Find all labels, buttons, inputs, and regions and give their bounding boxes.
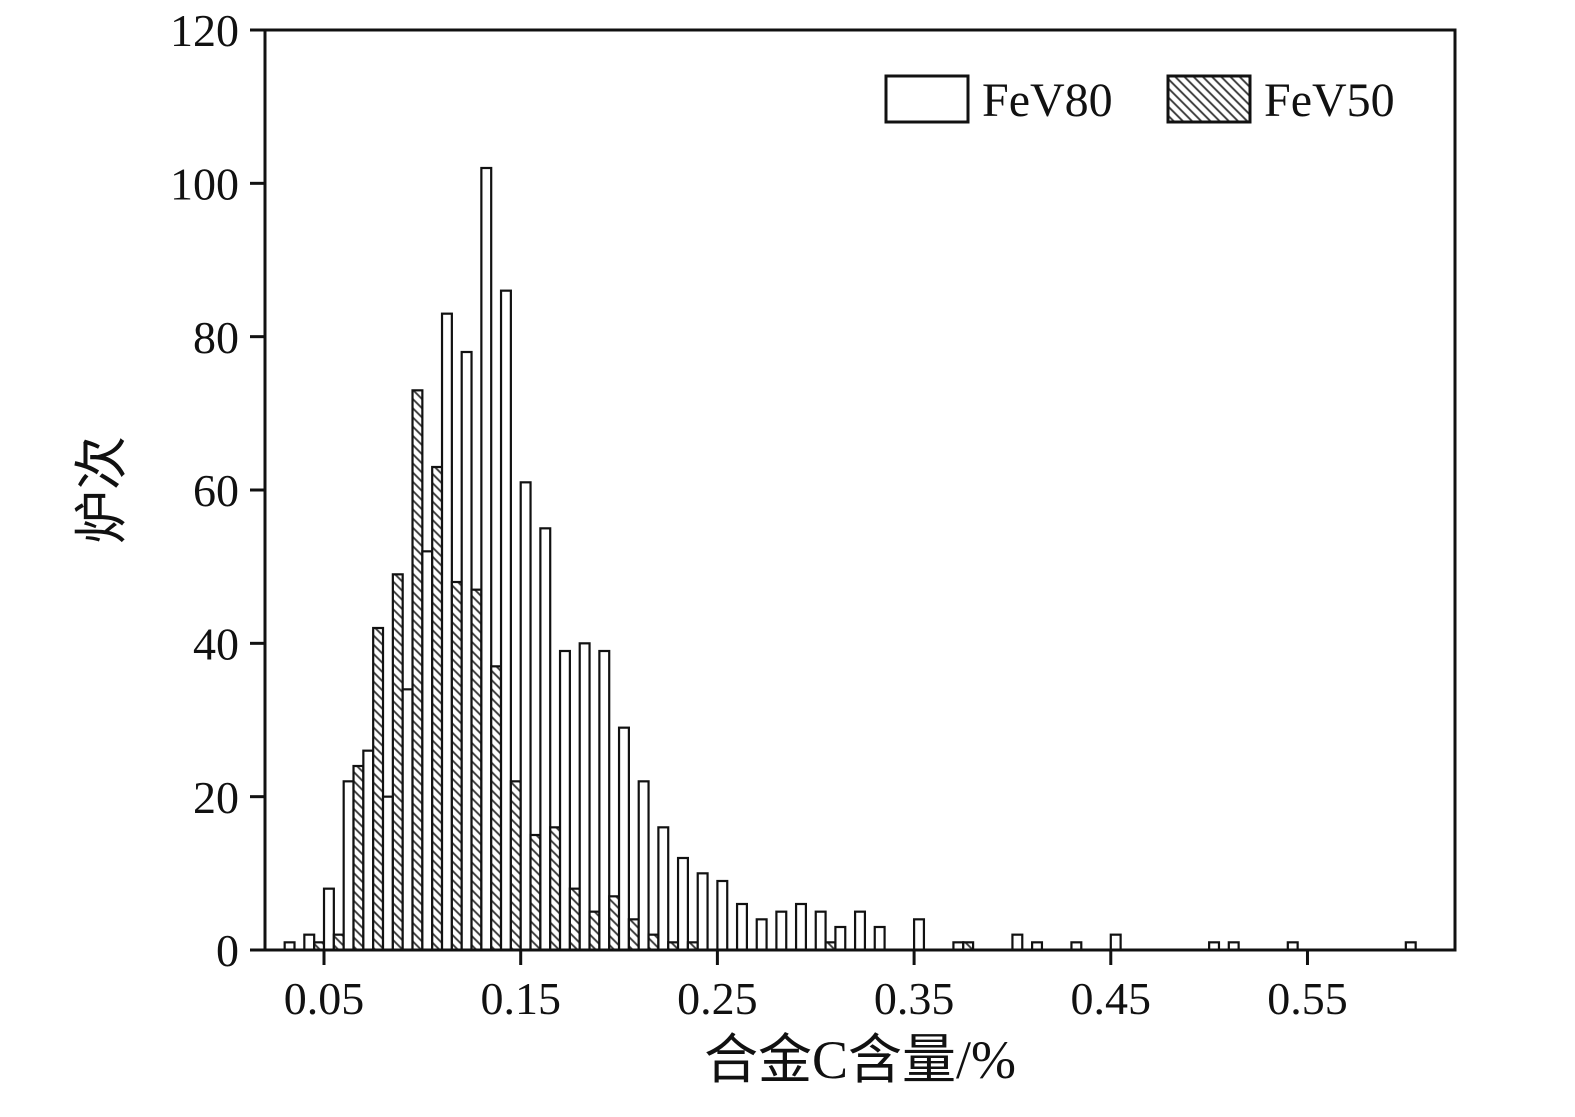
x-tick-label: 0.35: [874, 973, 955, 1024]
bar-fev80: [834, 925, 847, 952]
bar-fev80: [499, 289, 512, 952]
legend: FeV80 FeV50: [884, 74, 1395, 127]
bar-fev80: [853, 910, 867, 952]
y-tick-label: 80: [193, 312, 239, 363]
bar-fev50: [509, 780, 522, 952]
bar-fev80: [401, 688, 414, 952]
bar-fev50: [352, 764, 365, 952]
x-axis-label: 合金C含量/%: [704, 1030, 1016, 1090]
y-axis-label: 炉次: [72, 436, 132, 544]
bar-fev80: [676, 856, 689, 952]
bar-fev50: [470, 588, 483, 952]
bar-fev80: [539, 527, 552, 952]
bar-fev80: [362, 749, 375, 952]
legend-label-fev50: FeV50: [1264, 74, 1395, 127]
y-tick-label: 20: [193, 772, 239, 823]
bar-fev80: [912, 918, 926, 952]
bar-fev50: [391, 573, 404, 952]
bar-fev50: [529, 833, 542, 952]
bar-fev50: [549, 826, 562, 952]
bar-fev80: [617, 726, 630, 952]
x-tick-label: 0.15: [480, 973, 561, 1024]
bar-fev80: [755, 918, 768, 952]
bar-fev80: [558, 649, 571, 952]
bar-fev80: [873, 925, 886, 952]
bar-fev80: [381, 795, 394, 952]
bar-fev80: [342, 780, 355, 952]
bar-fev80: [303, 933, 316, 952]
y-tick-label: 0: [216, 925, 239, 976]
x-axis-ticks: 0.05 0.15 0.25 0.35 0.45 0.55: [284, 950, 1348, 1024]
bar-fev50: [332, 933, 345, 952]
bar-fev80: [735, 902, 749, 952]
bar-fev80: [1109, 933, 1122, 952]
y-tick-label: 40: [193, 618, 239, 669]
bar-fev80: [421, 550, 434, 952]
bar-fev50: [627, 918, 640, 952]
bar-fev80: [696, 872, 709, 952]
y-tick-label: 60: [193, 465, 239, 516]
bar-fev50: [588, 910, 601, 952]
bar-fev50: [647, 933, 660, 952]
bar-fev50: [431, 465, 444, 952]
y-tick-label: 120: [170, 5, 239, 56]
bar-fev80: [519, 481, 532, 952]
bar-fev50: [411, 389, 424, 952]
bar-fev50: [568, 887, 581, 952]
bar-fev50: [372, 626, 385, 952]
bar-fev80: [1011, 933, 1024, 952]
bar-fev80: [814, 910, 827, 952]
bar-fev80: [794, 902, 808, 952]
x-tick-label: 0.05: [284, 973, 365, 1024]
bar-fev80: [322, 887, 335, 952]
bar-fev50: [450, 580, 463, 952]
legend-label-fev80: FeV80: [982, 74, 1113, 127]
y-tick-label: 100: [170, 158, 239, 209]
legend-swatch-fev80: [884, 74, 970, 124]
bar-fev50: [608, 895, 621, 952]
legend-swatch-fev50: [1166, 74, 1252, 124]
y-axis-ticks: 0 20 40 60 80 100 120: [170, 5, 265, 976]
bar-fev80: [716, 879, 729, 952]
bar-fev80: [440, 312, 453, 952]
bar-fev80: [775, 910, 788, 952]
x-tick-label: 0.55: [1267, 973, 1348, 1024]
bar-fev80: [460, 350, 473, 952]
x-tick-label: 0.25: [677, 973, 758, 1024]
bar-fev80: [657, 826, 670, 952]
bar-fev80: [480, 166, 493, 952]
x-tick-label: 0.45: [1071, 973, 1152, 1024]
bar-fev80: [637, 780, 650, 952]
bar-fev50: [490, 665, 503, 952]
bar-fev80: [578, 642, 591, 952]
bar-fev80: [598, 649, 611, 952]
